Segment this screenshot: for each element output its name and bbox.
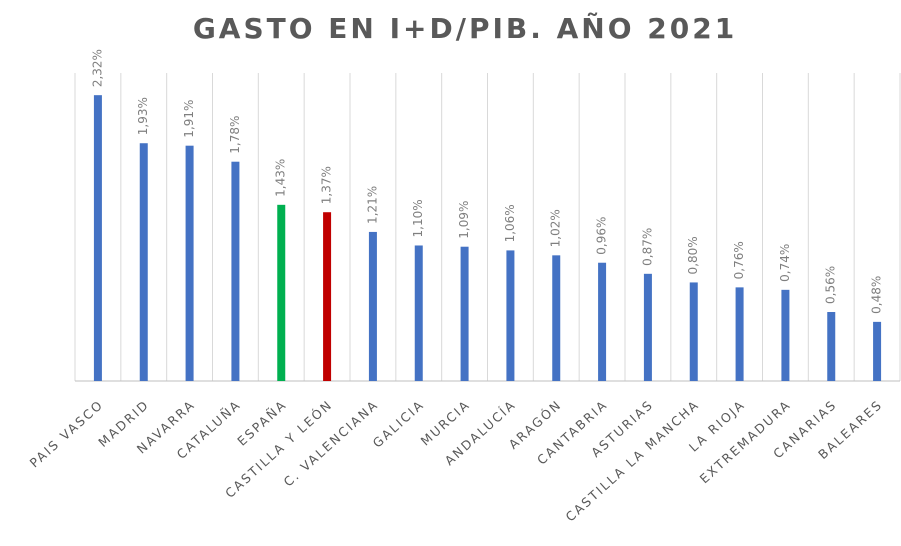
x-tick-label: PAIS VASCO — [27, 397, 107, 471]
bar — [598, 262, 607, 381]
bar — [414, 245, 423, 381]
bar — [735, 287, 744, 381]
data-label: 1,02% — [549, 209, 563, 247]
data-label: 1,91% — [182, 100, 196, 138]
bar — [93, 95, 102, 382]
data-label: 1,09% — [457, 201, 471, 239]
bar — [827, 312, 836, 381]
data-label: 0,76% — [732, 241, 746, 279]
data-label: 2,32% — [90, 49, 104, 87]
data-label: 1,21% — [365, 186, 379, 224]
bar — [185, 145, 194, 381]
bar — [368, 231, 377, 381]
bar — [643, 273, 652, 381]
chart-title: GASTO EN I+D/PIB. AÑO 2021 — [193, 11, 737, 45]
bar — [552, 255, 561, 381]
data-label: 0,80% — [686, 236, 700, 274]
data-label: 0,56% — [824, 266, 838, 304]
data-label: 0,48% — [870, 276, 884, 314]
bar — [277, 204, 286, 381]
bar — [781, 289, 790, 381]
data-label: 1,93% — [136, 97, 150, 135]
data-label: 1,43% — [274, 159, 288, 197]
data-label: 0,74% — [778, 244, 792, 282]
bar — [689, 282, 698, 381]
data-label: 0,87% — [640, 228, 654, 266]
bar — [506, 250, 515, 381]
bar — [873, 321, 882, 381]
bar — [139, 143, 148, 381]
data-label: 1,78% — [228, 116, 242, 154]
bar — [323, 212, 332, 381]
data-label: 1,06% — [503, 204, 517, 242]
data-label: 0,96% — [595, 217, 609, 255]
bar — [460, 246, 469, 381]
bar — [231, 161, 240, 381]
data-label: 1,10% — [411, 199, 425, 237]
data-label: 1,37% — [320, 166, 334, 204]
